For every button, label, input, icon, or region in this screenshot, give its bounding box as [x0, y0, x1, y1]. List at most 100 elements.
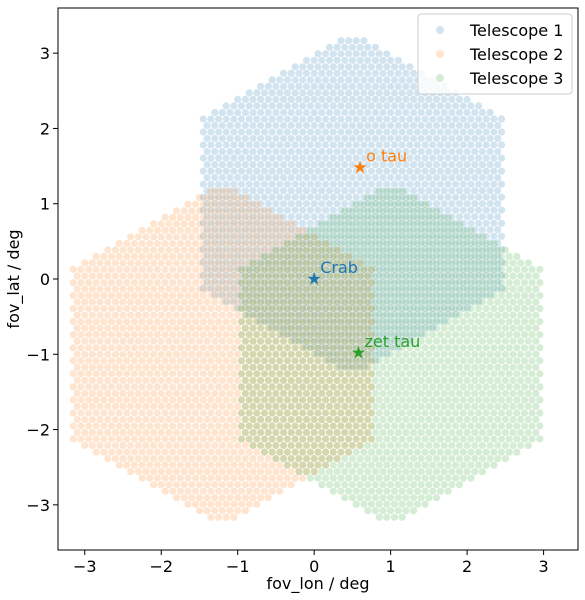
data-point [283, 89, 291, 97]
data-point [165, 337, 173, 345]
data-point [249, 272, 257, 280]
data-point [211, 108, 219, 117]
data-point [367, 357, 376, 365]
data-point [302, 95, 311, 103]
data-point [348, 285, 356, 293]
data-point [291, 448, 299, 456]
data-point [440, 298, 448, 306]
data-point [341, 356, 349, 364]
data-point [509, 376, 517, 384]
data-point [295, 108, 303, 117]
data-point [81, 298, 89, 306]
data-point [257, 402, 265, 410]
data-point [333, 415, 341, 424]
data-point [161, 435, 169, 443]
data-point [283, 252, 291, 261]
data-point [448, 187, 456, 195]
data-point [257, 272, 265, 280]
y-tick-label: −3 [26, 496, 50, 515]
data-point [490, 219, 498, 227]
data-point [138, 474, 146, 482]
data-point [356, 239, 364, 247]
data-point [153, 409, 161, 417]
data-point [398, 487, 406, 495]
data-point [390, 271, 399, 279]
data-point [257, 298, 265, 306]
data-point [272, 468, 280, 476]
data-point [272, 252, 280, 260]
data-point [211, 311, 219, 319]
data-point [77, 318, 85, 326]
data-point [322, 193, 330, 201]
data-point [367, 297, 376, 306]
data-point [429, 279, 437, 287]
data-point [421, 206, 429, 214]
data-point [429, 141, 437, 149]
data-point [176, 357, 184, 365]
data-point [245, 396, 253, 404]
data-point [536, 305, 544, 313]
data-point [482, 357, 490, 365]
data-point [222, 279, 230, 287]
data-point [272, 272, 280, 280]
data-point [283, 279, 291, 287]
data-point [425, 298, 433, 306]
data-point [283, 279, 291, 287]
data-point [146, 448, 154, 456]
data-point [260, 102, 269, 110]
data-point [375, 279, 383, 287]
data-point [253, 115, 261, 123]
data-point [314, 115, 322, 123]
data-point [440, 455, 448, 463]
data-point [390, 252, 399, 261]
data-point [425, 207, 433, 215]
data-point [180, 298, 188, 306]
data-point [482, 331, 490, 339]
data-point [429, 180, 437, 188]
data-point [452, 461, 460, 469]
data-point [318, 134, 326, 143]
data-point [322, 435, 330, 443]
data-point [283, 461, 291, 469]
data-point [329, 318, 337, 326]
data-point [352, 180, 360, 188]
data-point [291, 115, 299, 123]
data-point [432, 298, 441, 306]
data-point [81, 285, 89, 293]
data-point [425, 402, 433, 410]
data-point [478, 324, 486, 332]
data-point [299, 279, 307, 287]
data-point [257, 187, 265, 195]
data-point [318, 291, 326, 299]
data-point [329, 258, 337, 266]
data-point [253, 213, 261, 221]
data-point [333, 220, 341, 228]
data-point [180, 455, 188, 463]
data-point [520, 422, 529, 430]
data-point [364, 428, 372, 437]
data-point [398, 461, 406, 469]
data-point [253, 128, 261, 136]
data-point [264, 272, 272, 280]
data-point [276, 383, 284, 391]
data-point [482, 239, 490, 248]
data-point [184, 383, 192, 391]
data-point [463, 239, 471, 247]
data-point [264, 220, 272, 228]
data-point [150, 285, 158, 293]
data-point [226, 207, 234, 215]
data-point [230, 305, 238, 313]
data-point [92, 318, 100, 326]
data-point [299, 239, 307, 248]
data-point [345, 284, 353, 293]
data-point [413, 435, 421, 443]
data-point [169, 305, 177, 313]
data-point [452, 344, 460, 352]
data-point [341, 389, 349, 397]
data-point [283, 297, 291, 306]
data-point [161, 305, 169, 313]
data-point [455, 121, 464, 130]
data-point [352, 154, 360, 162]
data-point [364, 121, 372, 130]
data-point [375, 284, 383, 293]
